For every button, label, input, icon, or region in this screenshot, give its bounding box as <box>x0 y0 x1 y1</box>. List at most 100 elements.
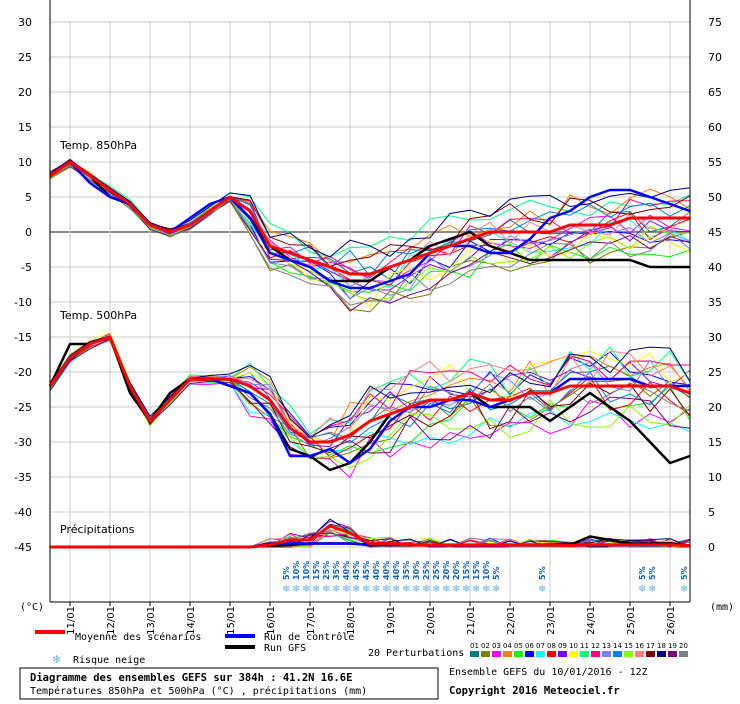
right-tick-label: 25 <box>708 366 722 379</box>
snow-risk-label: 10% <box>482 561 491 580</box>
right-tick-label: 35 <box>708 296 722 309</box>
legend-snow-label: Risque neige <box>73 655 145 666</box>
snow-flake-icon: ❄ <box>482 584 490 595</box>
perturbation-09-t850 <box>49 163 691 291</box>
date-tick-label: 25/01 <box>626 606 637 635</box>
right-tick-label: 60 <box>708 121 722 134</box>
snow-risk-label: 5% <box>638 566 647 580</box>
snow-risk-label: 10% <box>302 561 311 580</box>
perturbation-number: 07 <box>536 642 545 650</box>
left-tick-label: 25 <box>18 51 32 64</box>
perturbation-number: 01 <box>470 642 479 650</box>
left-axis-unit: (°C) <box>20 602 44 613</box>
snow-flake-icon: ❄ <box>342 584 350 595</box>
snow-risk-label: 15% <box>462 561 471 580</box>
perturbation-number: 02 <box>481 642 490 650</box>
snow-flake-icon: ❄ <box>332 584 340 595</box>
right-tick-label: 20 <box>708 401 722 414</box>
left-tick-label: 30 <box>18 16 32 29</box>
snow-flake-icon: ❄ <box>442 584 450 595</box>
perturbation-number: 16 <box>635 642 644 650</box>
perturbation-swatch <box>635 651 644 657</box>
perturbation-number: 18 <box>657 642 666 650</box>
perturbation-20-t500 <box>49 337 691 439</box>
left-tick-label: -20 <box>14 366 32 379</box>
snow-risk-label: 20% <box>452 561 461 580</box>
snow-risk-label: 35% <box>402 561 411 580</box>
footer-subtitle: Températures 850hPa et 500hPa (°C) , pré… <box>30 685 367 697</box>
snow-flake-icon: ❄ <box>422 584 430 595</box>
left-tick-label: -35 <box>14 471 32 484</box>
snow-risk-label: 40% <box>342 561 351 580</box>
snow-risk-label: 20% <box>442 561 451 580</box>
date-tick-label: 21/01 <box>466 606 477 635</box>
perturbation-19-t500 <box>49 338 691 459</box>
snow-risk-label: 45% <box>362 561 371 580</box>
perturbation-swatch <box>646 651 655 657</box>
left-tick-label: 15 <box>18 121 32 134</box>
snow-risk-label: 25% <box>432 561 441 580</box>
snow-flake-icon: ❄ <box>492 584 500 595</box>
snow-flake-icon: ❄ <box>638 584 646 595</box>
snow-risk-label: 40% <box>392 561 401 580</box>
left-tick-label: -25 <box>14 401 32 414</box>
series-mean-t850 <box>49 160 690 276</box>
date-tick-label: 15/01 <box>226 606 237 635</box>
snow-flake-icon: ❄ <box>352 584 360 595</box>
date-tick-label: 12/01 <box>106 606 117 635</box>
perturbation-10-t850 <box>49 164 691 308</box>
perturbation-number: 09 <box>558 642 567 650</box>
perturbation-19-t850 <box>49 165 691 312</box>
snow-risk-label: 5% <box>680 566 689 580</box>
perturbation-swatch <box>547 651 556 657</box>
left-tick-label: -5 <box>21 261 32 274</box>
series-gfs-t500 <box>48 335 691 472</box>
perturbation-number: 04 <box>503 642 512 650</box>
snow-risk-label: 45% <box>352 561 361 580</box>
snow-risk-label: 5% <box>492 566 501 580</box>
date-tick-label: 18/01 <box>346 606 357 635</box>
perturbation-08-t500 <box>49 339 691 458</box>
snow-flake-icon: ❄ <box>462 584 470 595</box>
snow-risk-label: 15% <box>312 561 321 580</box>
snow-risk-label: 35% <box>332 561 341 580</box>
series-mean-precip <box>50 524 691 549</box>
snow-risk-label: 25% <box>422 561 431 580</box>
perturbation-15-t500 <box>49 338 691 469</box>
perturbation-number: 13 <box>602 642 611 650</box>
perturbation-number: 10 <box>569 642 578 650</box>
right-tick-label: 30 <box>708 331 722 344</box>
right-tick-label: 0 <box>708 541 715 554</box>
perturbation-swatch <box>679 651 688 657</box>
snow-risk-label: 40% <box>372 561 381 580</box>
footer-copyright: Copyright 2016 Meteociel.fr <box>449 685 620 697</box>
snow-flake-icon: ❄ <box>312 584 320 595</box>
perturbation-swatch <box>481 651 490 657</box>
date-tick-label: 19/01 <box>386 606 397 635</box>
right-tick-label: 70 <box>708 51 722 64</box>
perturbation-number: 19 <box>668 642 677 650</box>
legend-gfs-label: Run GFS <box>264 643 306 654</box>
snow-risk-row: ❄5%❄10%❄10%❄15%❄25%❄35%❄40%❄45%❄45%❄40%❄… <box>282 561 689 595</box>
legend-perturbations-label: 20 Perturbations <box>368 648 464 659</box>
left-tick-label: 20 <box>18 86 32 99</box>
footer-title: Diagramme des ensembles GEFS sur 384h : … <box>30 672 352 684</box>
right-tick-label: 40 <box>708 261 722 274</box>
perturbation-color-legend: 01 02 03 04 05 06 07 08 09 10 11 12 13 14 15 16 17 18 19 20 <box>470 642 688 657</box>
perturbation-number: 15 <box>624 642 633 650</box>
snow-flake-icon: ❄ <box>292 584 300 595</box>
perturbation-swatch <box>624 651 633 657</box>
perturbation-swatch <box>536 651 545 657</box>
perturbation-number: 17 <box>646 642 655 650</box>
snow-flake-icon: ❄ <box>680 584 688 595</box>
perturbation-swatch <box>569 651 578 657</box>
snow-flake-icon: ❄ <box>392 584 400 595</box>
perturbation-20-t850 <box>49 164 691 306</box>
perturbation-number: 05 <box>514 642 523 650</box>
snow-risk-label: 15% <box>472 561 481 580</box>
perturbation-number: 20 <box>679 642 688 650</box>
snow-flake-icon: ❄ <box>322 584 330 595</box>
snow-flake-icon: ❄ <box>382 584 390 595</box>
